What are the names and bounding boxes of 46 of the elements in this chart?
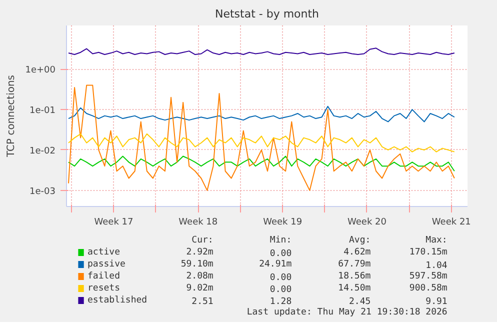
- text: 4.62m: [344, 248, 371, 258]
- y-tick-label: 1e-03: [30, 186, 56, 197]
- line-series: [68, 156, 455, 172]
- legend-label: established: [87, 296, 148, 306]
- text: Avg:: [349, 236, 371, 246]
- text: 1.04: [426, 261, 448, 271]
- y-tick-label: 1e-01: [30, 106, 56, 116]
- legend-label: passive: [87, 260, 126, 270]
- text: 2.45: [349, 297, 371, 307]
- y-tick-label: 1e+00: [25, 66, 56, 76]
- legend-label: active: [87, 248, 120, 258]
- y-axis-title: TCP connections: [6, 74, 18, 158]
- line-series: [68, 84, 455, 191]
- text: 0.00: [270, 249, 292, 259]
- text: 2.08m: [186, 272, 214, 282]
- chart-title: Netstat - by month: [214, 8, 320, 20]
- text: 1.28: [270, 297, 292, 307]
- text: 2.51: [192, 297, 214, 307]
- text: 59.10m: [180, 260, 214, 270]
- y-tick-label: 1e-02: [30, 146, 56, 156]
- line-series: [68, 106, 455, 122]
- text: Max:: [426, 236, 448, 246]
- text: 2.92m: [186, 248, 214, 258]
- text: 67.79m: [338, 260, 371, 270]
- x-tick-label: Week 21: [432, 218, 471, 228]
- x-tick-label: Week 17: [94, 218, 134, 228]
- text: 18.56m: [338, 272, 371, 282]
- legend-label: resets: [87, 284, 120, 294]
- line-series: [68, 133, 455, 152]
- text: 9.91: [426, 297, 448, 307]
- text: Min:: [270, 236, 292, 246]
- text: 597.58m: [409, 272, 448, 282]
- legend-label: failed: [87, 272, 120, 282]
- x-tick-label: Week 20: [348, 218, 387, 228]
- text: Cur:: [192, 236, 214, 246]
- text: 900.58m: [409, 284, 448, 294]
- x-tick-label: Week 19: [263, 218, 302, 228]
- text: 0.00: [270, 273, 292, 283]
- text: 0.00: [270, 285, 292, 295]
- line-series: [68, 48, 455, 56]
- x-tick-label: Week 18: [178, 218, 218, 228]
- text: 9.02m: [186, 284, 214, 294]
- text: Last update: Thu May 21 19:30:18 2026: [246, 308, 448, 318]
- text: 170.15m: [409, 248, 448, 258]
- text: 24.91m: [259, 260, 292, 270]
- text: 14.50m: [338, 284, 371, 294]
